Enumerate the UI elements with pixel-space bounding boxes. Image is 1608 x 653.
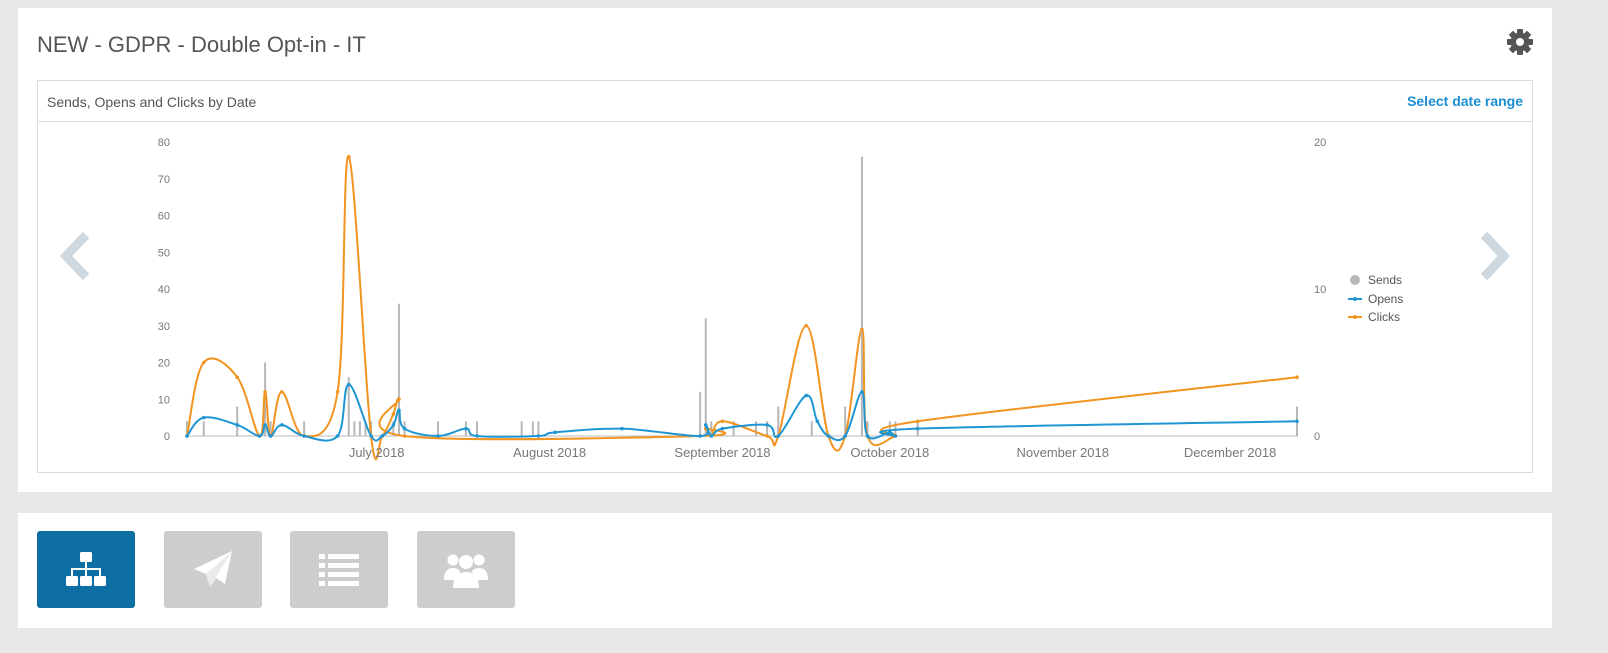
opens-point xyxy=(201,415,206,420)
opens-point xyxy=(280,423,284,427)
campaign-title: NEW - GDPR - Double Opt-in - IT xyxy=(37,32,366,57)
opens-point xyxy=(815,419,820,424)
opens-point xyxy=(893,434,898,438)
clicks-point xyxy=(391,412,396,416)
clicks-point xyxy=(263,390,267,394)
chevron-right-icon[interactable] xyxy=(1476,231,1512,281)
clicks-point xyxy=(346,154,351,159)
opens-point xyxy=(268,434,273,438)
chevron-left-icon[interactable] xyxy=(58,231,94,281)
clicks-point xyxy=(720,419,725,424)
opens-point xyxy=(703,423,708,427)
opens-point xyxy=(257,434,262,438)
legend-clicks-dot xyxy=(1353,315,1357,319)
send-button[interactable] xyxy=(164,531,262,608)
y-left-tick-label: 0 xyxy=(164,431,170,443)
opens-point xyxy=(302,434,306,438)
clicks-point xyxy=(235,375,240,379)
opens-point xyxy=(185,434,189,438)
y-left-tick-label: 30 xyxy=(158,321,170,333)
list-button[interactable] xyxy=(290,531,388,608)
opens-point xyxy=(369,434,373,438)
contacts-button[interactable] xyxy=(417,531,515,608)
sitemap-icon xyxy=(66,551,106,586)
y-left-tick-label: 20 xyxy=(158,358,170,370)
list-icon xyxy=(319,553,359,586)
legend-label: Opens xyxy=(1368,292,1403,306)
workflow-button[interactable] xyxy=(37,531,135,608)
y-left-tick-label: 40 xyxy=(158,284,170,296)
opens-point xyxy=(826,434,831,438)
opens-point xyxy=(1295,419,1299,424)
opens-point xyxy=(720,426,725,431)
clicks-point xyxy=(765,434,769,438)
y-left-tick-label: 50 xyxy=(158,247,170,259)
y-right-tick-label: 10 xyxy=(1314,284,1326,296)
sends-opens-clicks-chart: 0 10 20 30 40 50 60 70 80 0 10 20 July 2018 August 20… xyxy=(158,137,1403,461)
opens-point xyxy=(436,434,440,438)
legend-label: Sends xyxy=(1368,273,1402,287)
x-tick-label: July 2018 xyxy=(349,445,405,460)
opens-point xyxy=(391,423,396,427)
campaign-panel: NEW - GDPR - Double Opt-in - IT Sends, O… xyxy=(18,8,1552,492)
opens-point xyxy=(402,426,407,431)
chart-container: Sends, Opens and Clicks by Date Select d… xyxy=(37,80,1533,473)
clicks-point xyxy=(915,419,920,424)
opens-point xyxy=(553,430,557,435)
users-icon xyxy=(444,554,488,588)
clicks-point xyxy=(335,390,340,394)
clicks-point xyxy=(402,434,407,438)
opens-point xyxy=(860,390,864,394)
y-left-tick-label: 70 xyxy=(158,174,170,186)
clicks-point xyxy=(1295,375,1299,379)
x-tick-label: December 2018 xyxy=(1184,445,1277,460)
x-tick-label: November 2018 xyxy=(1016,445,1109,460)
opens-point xyxy=(335,434,340,438)
opens-point xyxy=(464,426,468,431)
x-tick-label: August 2018 xyxy=(513,445,586,460)
x-tick-label: September 2018 xyxy=(674,445,770,460)
opens-point xyxy=(263,423,267,427)
select-date-range-link[interactable]: Select date range xyxy=(1407,93,1523,109)
y-right-tick-label: 20 xyxy=(1314,137,1326,149)
opens-point xyxy=(380,434,385,438)
opens-point xyxy=(475,434,479,438)
opens-point xyxy=(709,434,714,438)
opens-point xyxy=(865,434,870,438)
y-left-tick-label: 60 xyxy=(158,211,170,223)
legend-opens-dot xyxy=(1353,297,1357,301)
opens-point xyxy=(888,430,892,435)
gear-icon[interactable] xyxy=(1506,28,1534,56)
chart-title: Sends, Opens and Clicks by Date xyxy=(47,94,257,110)
legend-label: Clicks xyxy=(1368,310,1400,324)
opens-point xyxy=(397,408,401,413)
opens-point xyxy=(235,423,240,427)
y-left-tick-label: 80 xyxy=(158,137,170,149)
chart-header: Sends, Opens and Clicks by Date Select d… xyxy=(38,81,1532,122)
legend-sends-marker xyxy=(1350,275,1360,285)
action-toolbar xyxy=(18,513,1552,628)
opens-point xyxy=(698,434,702,438)
clicks-point xyxy=(201,360,206,365)
opens-point xyxy=(536,434,541,438)
clicks-line xyxy=(186,155,1298,461)
opens-point xyxy=(776,434,781,438)
clicks-point xyxy=(804,323,808,328)
x-tick-label: October 2018 xyxy=(850,445,929,460)
opens-point xyxy=(804,393,808,398)
opens-point xyxy=(620,426,624,431)
clicks-point xyxy=(860,327,864,332)
opens-point xyxy=(915,426,920,431)
y-left-tick-label: 10 xyxy=(158,394,170,406)
clicks-point xyxy=(280,390,284,394)
y-right-tick-label: 0 xyxy=(1314,431,1320,443)
opens-point xyxy=(346,382,351,387)
opens-point xyxy=(843,434,847,438)
clicks-point xyxy=(397,397,401,402)
opens-point xyxy=(765,423,769,427)
paper-plane-icon xyxy=(194,550,232,587)
